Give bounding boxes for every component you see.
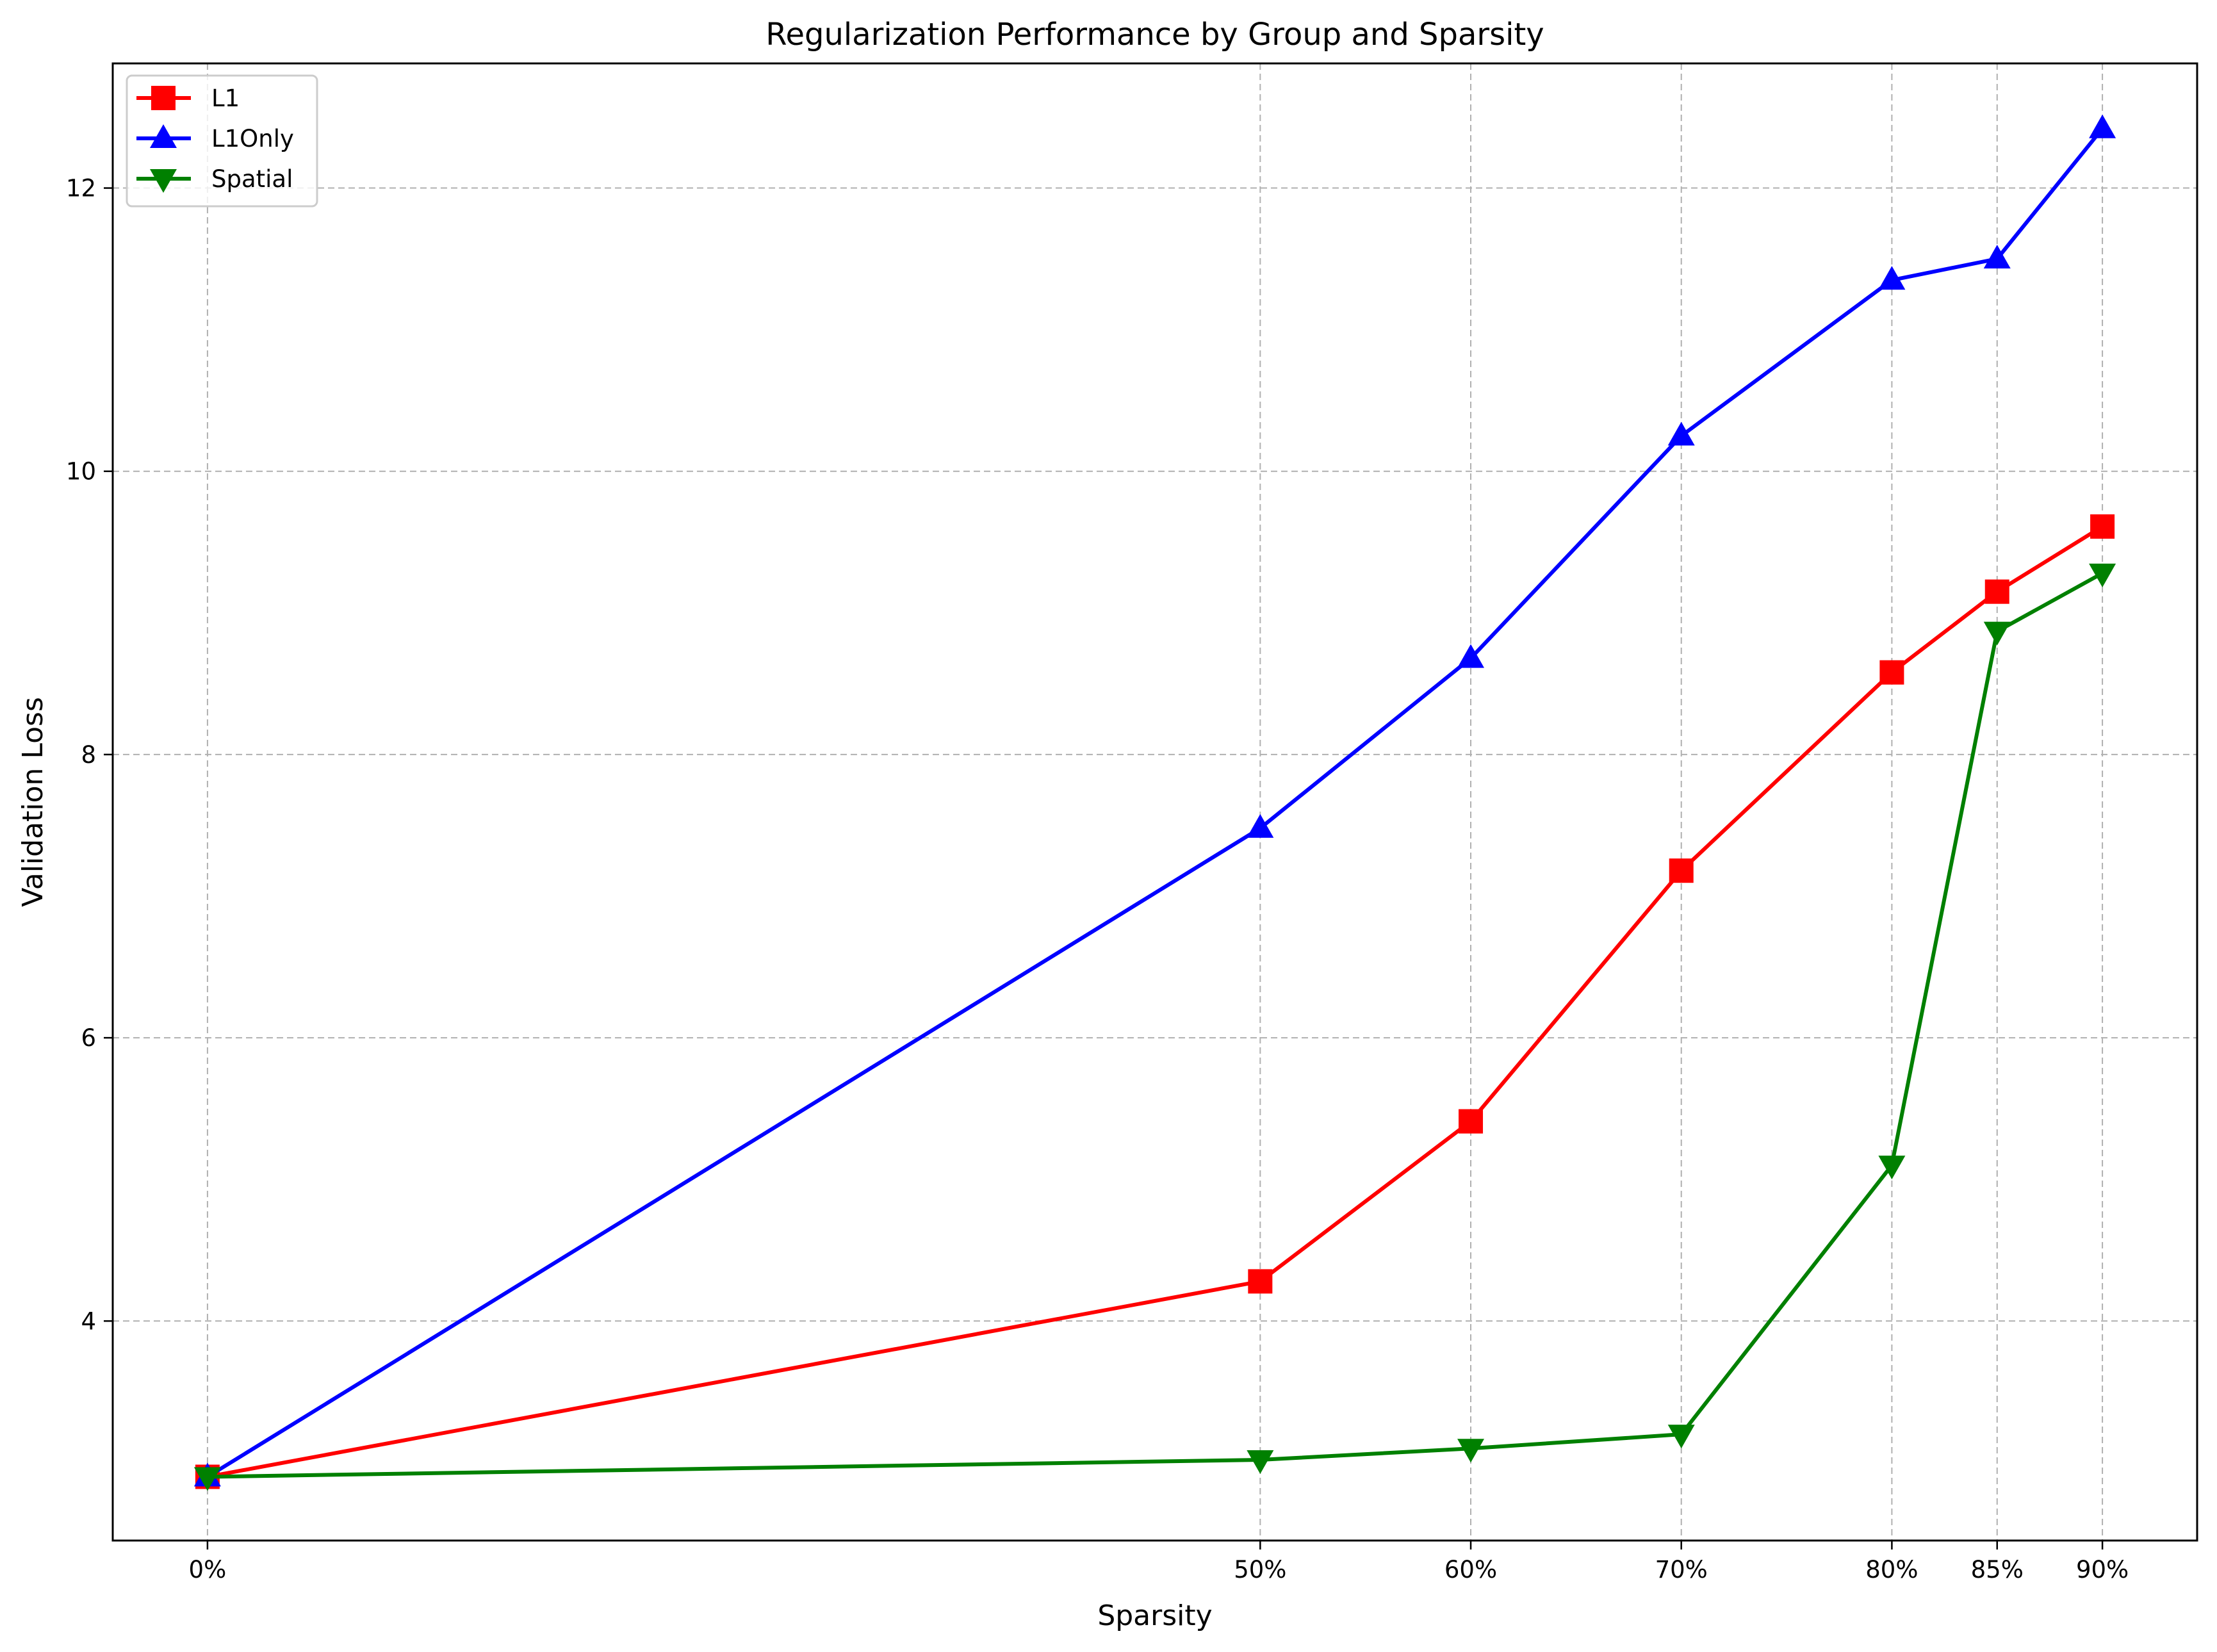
series-l1only [193,114,2116,1487]
data-point-spatial [2089,563,2116,587]
x-tick-label: 50% [1234,1556,1286,1583]
data-point-l1only [1878,266,1906,290]
data-point-spatial [1457,1439,1485,1463]
legend: L1 L1Only Spatial [126,74,318,208]
y-tick-label: 4 [81,1307,96,1335]
y-tick-label: 12 [66,175,96,202]
legend-marker-l1only [150,124,177,148]
data-point-spatial [1983,621,2011,646]
data-point-spatial [193,1467,221,1491]
chart-title: Regularization Performance by Group and … [765,17,1544,53]
legend-label-l1: L1 [211,85,240,112]
grid-lines [113,63,2197,1541]
data-point-l1 [1669,858,1694,883]
y-axis-label: Validation Loss [17,697,49,907]
y-tick-label: 6 [81,1024,96,1052]
y-tick-label: 10 [66,458,96,486]
x-tick-label: 60% [1444,1556,1497,1583]
legend-marker-spatial [150,169,177,193]
legend-label-spatial: Spatial [211,165,293,193]
x-tick-label: 90% [2076,1556,2129,1583]
axis-ticks: 0% 50% 60% 70% 80% 85% 90% 4 6 8 10 12 [66,175,2129,1583]
data-point-spatial [1247,1450,1274,1474]
data-point-l1only [2089,114,2116,138]
legend-label-l1only: L1Only [211,125,294,152]
data-point-spatial [1878,1156,1906,1180]
data-point-spatial [1667,1425,1695,1449]
data-point-l1only [1247,814,1274,838]
plot-frame [111,62,2198,1542]
x-tick-label: 70% [1655,1556,1708,1583]
data-point-l1only [1667,421,1695,446]
legend-marker-l1 [151,86,176,110]
data-point-l1 [1984,579,2009,604]
data-point-l1 [1459,1109,1484,1134]
data-point-l1 [1879,660,1904,685]
y-tick-label: 8 [81,741,96,769]
series-layer [193,114,2116,1491]
x-tick-label: 80% [1865,1556,1918,1583]
data-point-l1only [1457,644,1485,668]
series-spatial [193,563,2116,1491]
x-tick-label: 0% [189,1556,227,1583]
x-tick-label: 85% [1971,1556,2024,1583]
data-point-l1only [1983,245,2011,269]
x-axis-label: Sparsity [1097,1599,1212,1632]
data-point-l1 [2090,514,2115,539]
data-point-l1 [1248,1269,1273,1294]
